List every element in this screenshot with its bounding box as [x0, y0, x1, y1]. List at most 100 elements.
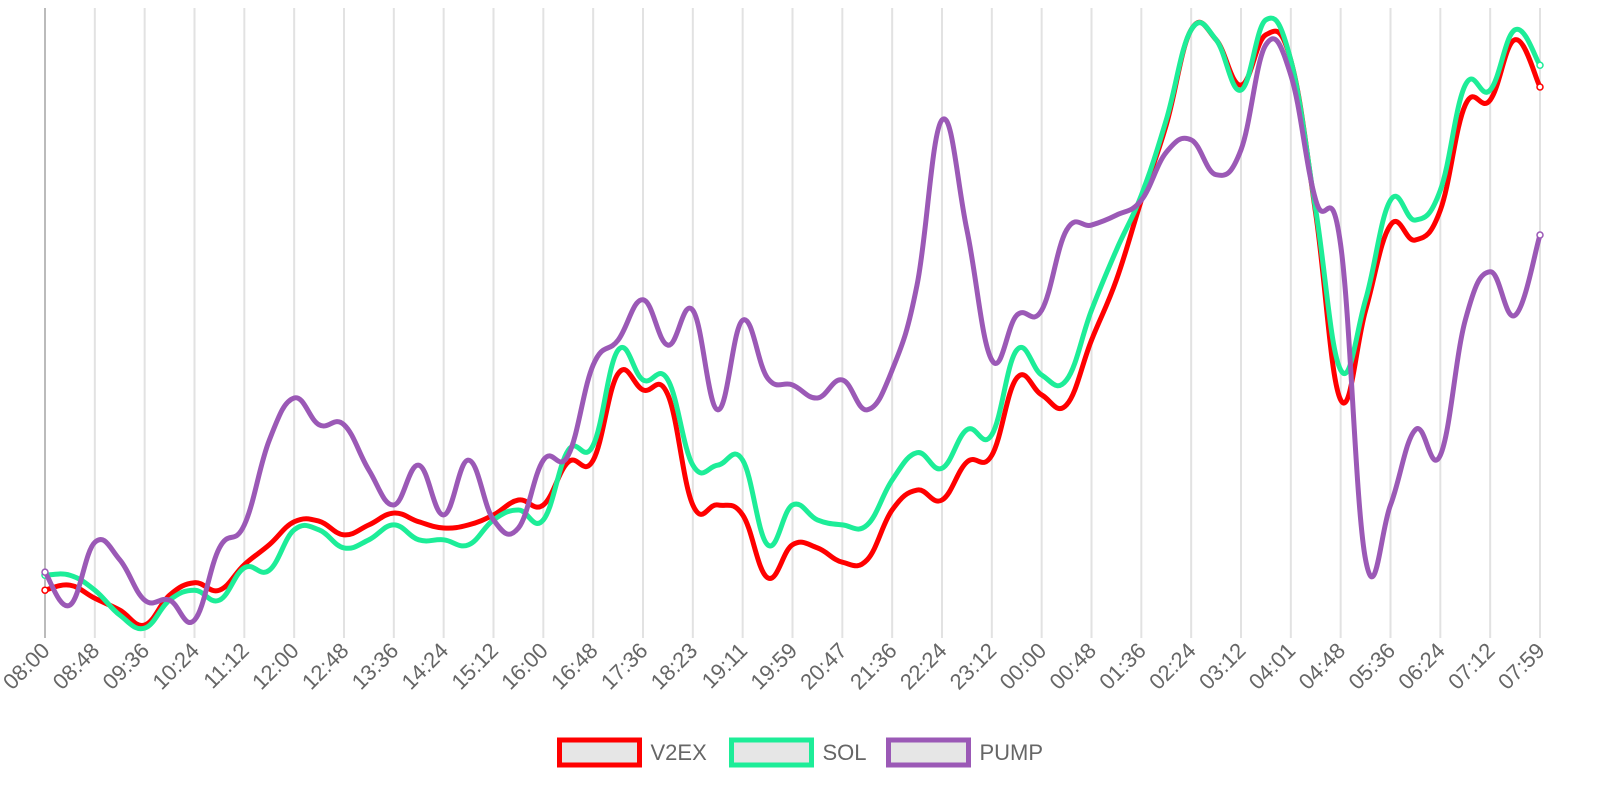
data-point [964, 228, 969, 233]
data-point [1214, 172, 1219, 177]
data-point [1488, 269, 1493, 274]
data-point [267, 542, 272, 547]
x-tick-label: 02:24 [1144, 638, 1201, 695]
data-point [491, 517, 496, 522]
data-point [1039, 372, 1044, 377]
x-tick-label: 16:48 [546, 638, 603, 695]
data-point [366, 537, 371, 542]
data-point [690, 308, 695, 313]
x-tick-label: 04:01 [1244, 638, 1301, 695]
data-point [690, 502, 695, 507]
x-tick-label: 09:36 [98, 638, 155, 695]
data-point [217, 545, 222, 550]
data-point [342, 545, 346, 550]
data-point [890, 368, 895, 373]
data-point [217, 598, 222, 603]
data-point [1288, 73, 1293, 78]
legend-label: V2EX [651, 740, 708, 765]
x-tick-label: 04:48 [1294, 638, 1351, 695]
data-point [665, 343, 670, 348]
data-point [940, 466, 944, 471]
data-point [317, 527, 322, 532]
data-point [92, 540, 97, 545]
data-point [541, 458, 546, 463]
data-point [117, 557, 122, 562]
data-point [1413, 218, 1418, 223]
data-point [292, 519, 297, 524]
data-point [1089, 308, 1094, 313]
data-point [67, 583, 72, 588]
data-point [391, 502, 396, 507]
data-point [1536, 231, 1544, 239]
x-tick-label: 19:11 [697, 638, 752, 693]
data-point [840, 522, 845, 527]
x-tick-label: 23:12 [945, 638, 1002, 695]
legend-item: V2EX [557, 737, 708, 768]
data-point [391, 522, 396, 527]
data-point [964, 460, 969, 465]
data-point [41, 568, 49, 576]
data-point [790, 542, 795, 547]
data-point [142, 626, 147, 631]
data-point [1089, 223, 1094, 228]
data-point [317, 422, 322, 427]
data-point [292, 395, 297, 400]
x-tick-label: 22:24 [895, 638, 952, 695]
data-point [1438, 188, 1443, 193]
data-point [167, 593, 172, 598]
data-point [1239, 88, 1243, 93]
data-point [1014, 348, 1019, 353]
data-point [466, 542, 471, 547]
data-point [1239, 147, 1243, 152]
data-point [865, 557, 870, 562]
data-point [1338, 368, 1343, 373]
data-point [416, 537, 421, 542]
x-tick-label: 12:48 [297, 638, 354, 695]
data-point [1039, 308, 1044, 313]
data-point [1363, 297, 1368, 302]
data-point [1463, 318, 1468, 323]
data-point [342, 532, 346, 537]
data-point [1413, 427, 1418, 432]
data-point [1388, 223, 1393, 228]
legend-swatch [729, 737, 814, 768]
x-tick-label: 13:36 [347, 638, 404, 695]
data-point [915, 488, 920, 493]
legend-swatch [557, 737, 642, 768]
data-point [915, 282, 920, 287]
data-point [142, 598, 147, 603]
data-point [292, 527, 297, 532]
legend-swatch [886, 737, 971, 768]
data-point [1388, 502, 1393, 507]
x-tick-label: 11:12 [198, 638, 253, 693]
data-point [665, 392, 670, 397]
data-point [267, 568, 272, 573]
x-tick-label: 20:47 [795, 638, 852, 695]
x-tick-label: 03:12 [1194, 638, 1251, 695]
data-point [92, 588, 97, 593]
data-point [915, 450, 920, 455]
data-point [1064, 228, 1069, 233]
x-tick-label: 00:00 [995, 638, 1052, 695]
data-point [1114, 247, 1119, 252]
data-point [1513, 27, 1518, 32]
data-point [740, 512, 745, 517]
data-point [989, 358, 994, 363]
data-point [1536, 61, 1544, 69]
data-point [690, 463, 695, 468]
data-point [765, 542, 770, 547]
data-point [989, 432, 994, 437]
data-point [416, 519, 421, 524]
x-tick-label: 07:59 [1493, 638, 1550, 695]
x-tick-label: 06:24 [1393, 638, 1450, 695]
data-point [1089, 338, 1094, 343]
data-point [1139, 198, 1144, 203]
data-point [740, 458, 745, 463]
data-point [1114, 277, 1119, 282]
data-point [92, 596, 97, 601]
data-point [192, 618, 197, 623]
data-point [815, 545, 820, 550]
data-point [890, 478, 895, 483]
x-tick-label: 10:24 [147, 638, 204, 695]
